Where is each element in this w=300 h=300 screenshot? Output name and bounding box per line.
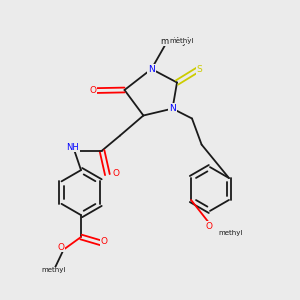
Text: O: O xyxy=(57,243,64,252)
Text: O: O xyxy=(101,237,108,246)
Text: NH: NH xyxy=(67,142,79,152)
Text: O: O xyxy=(89,86,97,95)
Text: N: N xyxy=(148,64,155,74)
Text: methyl: methyl xyxy=(169,38,194,44)
Text: O: O xyxy=(113,169,120,178)
Text: methyl: methyl xyxy=(41,267,65,273)
Text: methyl: methyl xyxy=(218,230,243,236)
Text: S: S xyxy=(196,65,202,74)
Text: O: O xyxy=(206,222,213,231)
Text: methyl: methyl xyxy=(160,37,190,46)
Text: N: N xyxy=(169,104,176,113)
